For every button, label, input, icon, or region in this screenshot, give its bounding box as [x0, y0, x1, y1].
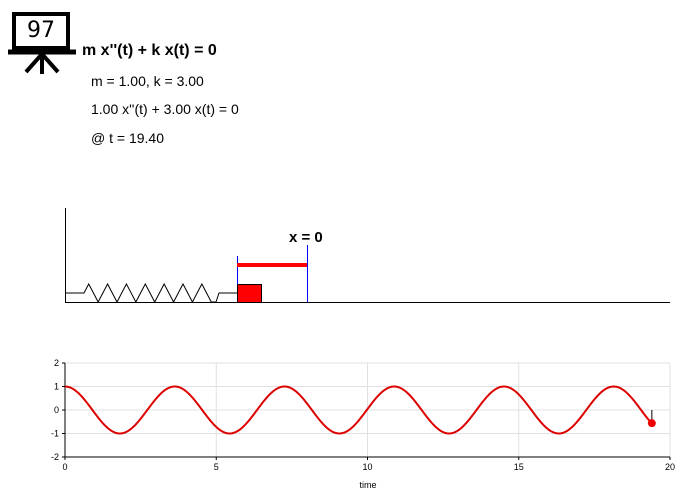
x-axis-label: time	[359, 480, 376, 490]
y-tick-label: 1	[54, 382, 59, 392]
spring-mass-diagram	[65, 208, 670, 304]
equation-time: @ t = 19.40	[91, 130, 164, 146]
current-point	[647, 419, 656, 428]
x-tick-label: 15	[514, 462, 524, 472]
mass-block	[237, 284, 262, 303]
x-tick-label: 10	[362, 462, 372, 472]
position-curve	[64, 385, 653, 435]
x-tick-label: 0	[62, 462, 67, 472]
x-tick-label: 5	[214, 462, 219, 472]
spring	[66, 282, 237, 304]
y-tick-label: 2	[54, 358, 59, 368]
y-tick-label: 0	[54, 405, 59, 415]
equation-instance: 1.00 x''(t) + 3.00 x(t) = 0	[91, 101, 239, 117]
x-tick-label: 20	[665, 462, 675, 472]
y-tick-label: -1	[51, 429, 59, 439]
equilibrium-label: x = 0	[289, 229, 323, 246]
easel-icon	[8, 49, 76, 74]
y-tick-label: -2	[51, 452, 59, 462]
equation-params: m = 1.00, k = 3.00	[91, 73, 204, 89]
logo-number: 97	[12, 12, 70, 50]
chart-ticks: 0 5 10 15 20 -2 -1 0 1 2	[51, 358, 675, 472]
equation-title: m x''(t) + k x(t) = 0	[82, 42, 217, 59]
